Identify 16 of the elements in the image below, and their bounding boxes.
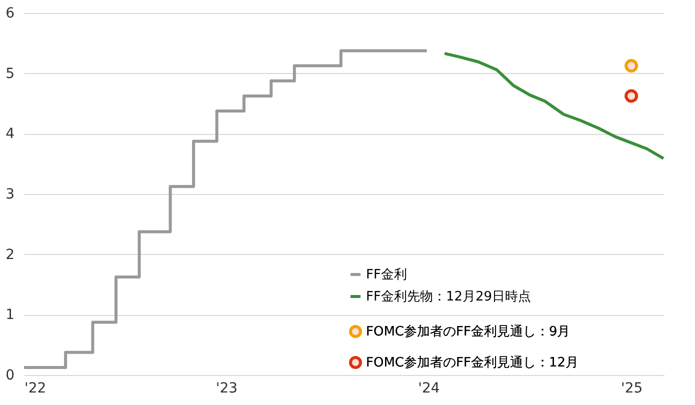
y-tick-label: 4 (6, 126, 15, 142)
x-tick-label: '25 (620, 380, 643, 396)
x-tick-label: '23 (216, 380, 238, 396)
y-tick-label: 1 (6, 307, 14, 324)
legend-label: FOMC参加者のFF金利見通し：9月 (366, 324, 570, 340)
y-tick-label: 0 (6, 368, 14, 384)
x-tick-label: '22 (24, 380, 46, 396)
y-tick-label: 5 (6, 66, 14, 82)
legend-label: FOMC参加者のFF金利見通し：12月 (366, 356, 579, 370)
legend-label: FF金利先物：12月29日時点 (366, 290, 532, 304)
y-tick-label: 6 (6, 6, 15, 22)
y-tick-label: 2 (6, 246, 14, 263)
x-tick-label: '24 (418, 380, 440, 396)
line-series (443, 52, 665, 160)
legend-label: FF金利 (366, 268, 407, 282)
y-tick-label: 3 (6, 186, 14, 202)
